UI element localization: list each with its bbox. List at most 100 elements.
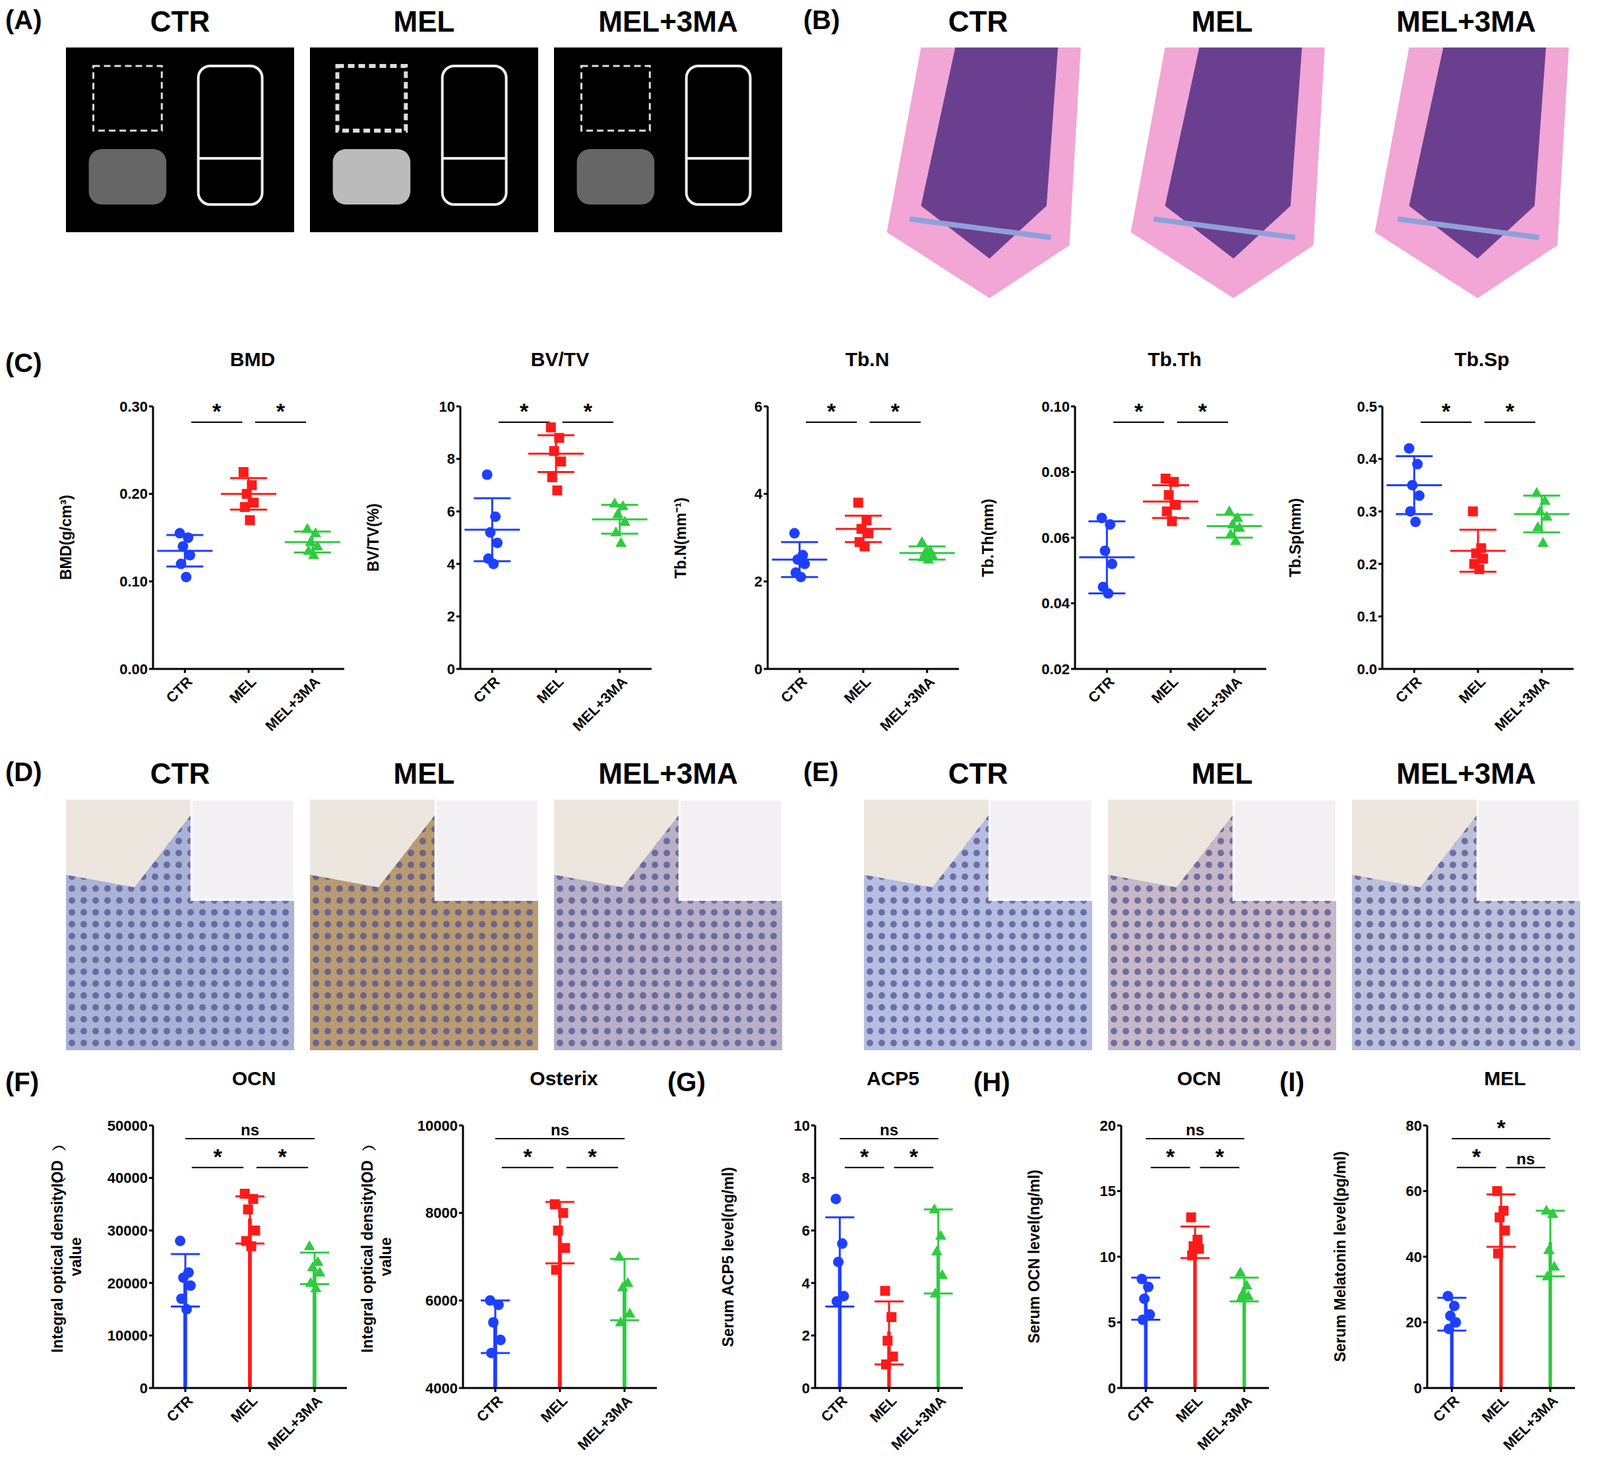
svg-text:0.02: 0.02 (1041, 660, 1070, 678)
svg-text:*: * (213, 1143, 223, 1169)
svg-text:CTR: CTR (777, 673, 811, 707)
svg-text:0: 0 (754, 660, 763, 678)
svg-text:CTR: CTR (1123, 1392, 1157, 1426)
svg-text:60: 60 (1406, 1182, 1422, 1200)
svg-text:MEL+3MA: MEL+3MA (1491, 673, 1553, 735)
svg-text:*: * (212, 398, 222, 424)
svg-text:CTR: CTR (162, 673, 196, 707)
svg-text:MEL+3MA: MEL+3MA (574, 1392, 636, 1454)
svg-text:6000: 6000 (425, 1292, 458, 1309)
svg-text:CTR: CTR (817, 1392, 851, 1426)
svg-text:10000: 10000 (417, 1117, 458, 1134)
svg-text:6: 6 (754, 398, 763, 415)
svg-text:0.0: 0.0 (1356, 660, 1378, 678)
svg-text:2: 2 (801, 1326, 810, 1344)
svg-text:*: * (277, 1143, 287, 1169)
svg-text:0.4: 0.4 (1356, 450, 1378, 467)
svg-text:CTR: CTR (1392, 673, 1426, 707)
svg-text:MEL: MEL (537, 1392, 572, 1426)
svg-text:MEL: MEL (533, 673, 568, 708)
svg-text:15: 15 (1100, 1182, 1116, 1200)
svg-text:*: * (1198, 398, 1208, 424)
svg-text:ns: ns (550, 1120, 570, 1139)
svg-text:CTR: CTR (473, 1392, 507, 1426)
svg-text:0: 0 (139, 1379, 148, 1397)
svg-text:2: 2 (754, 573, 763, 590)
svg-text:MEL+3MA: MEL+3MA (1499, 1392, 1562, 1454)
svg-text:*: * (909, 1143, 919, 1169)
svg-text:MEL: MEL (226, 673, 260, 708)
svg-text:ns: ns (1516, 1149, 1535, 1168)
svg-text:MEL+3MA: MEL+3MA (569, 673, 631, 735)
svg-text:0.30: 0.30 (119, 398, 148, 415)
svg-text:20: 20 (1100, 1117, 1116, 1134)
svg-text:20000: 20000 (107, 1274, 148, 1292)
svg-text:0: 0 (1414, 1379, 1422, 1397)
svg-text:8: 8 (801, 1169, 810, 1186)
svg-text:4: 4 (801, 1274, 811, 1292)
svg-text:MEL+3MA: MEL+3MA (887, 1392, 950, 1454)
svg-text:0.3: 0.3 (1356, 503, 1378, 520)
svg-text:MEL: MEL (840, 673, 875, 708)
svg-text:0: 0 (1107, 1379, 1116, 1397)
svg-text:50000: 50000 (107, 1117, 148, 1134)
svg-text:20: 20 (1406, 1313, 1422, 1331)
svg-text:8: 8 (447, 450, 456, 467)
svg-text:MEL+3MA: MEL+3MA (1193, 1392, 1256, 1454)
svg-text:*: * (1496, 1114, 1506, 1140)
svg-text:0.10: 0.10 (1041, 398, 1070, 415)
svg-text:0.1: 0.1 (1356, 608, 1378, 625)
svg-text:0.20: 0.20 (119, 485, 148, 502)
svg-text:ns: ns (1185, 1120, 1205, 1139)
svg-text:10000: 10000 (107, 1326, 148, 1344)
svg-text:*: * (1215, 1143, 1225, 1169)
svg-text:*: * (1472, 1143, 1482, 1169)
svg-text:5: 5 (1107, 1313, 1116, 1331)
svg-text:4: 4 (754, 485, 764, 502)
svg-text:ns: ns (240, 1120, 260, 1139)
svg-text:CTR: CTR (1429, 1392, 1463, 1426)
svg-text:*: * (1505, 398, 1515, 424)
svg-text:*: * (827, 398, 837, 424)
svg-text:*: * (1166, 1143, 1176, 1169)
svg-text:0.00: 0.00 (119, 660, 148, 678)
svg-text:MEL: MEL (1148, 673, 1182, 708)
svg-text:0.10: 0.10 (119, 573, 148, 590)
svg-text:MEL: MEL (1478, 1392, 1513, 1426)
svg-text:CTR: CTR (163, 1392, 197, 1426)
svg-text:MEL: MEL (1455, 673, 1490, 708)
svg-text:*: * (860, 1143, 870, 1169)
svg-text:CTR: CTR (1084, 673, 1118, 707)
svg-text:8000: 8000 (425, 1204, 458, 1221)
svg-text:40000: 40000 (107, 1169, 148, 1186)
svg-text:MEL+3MA: MEL+3MA (876, 673, 938, 735)
svg-text:CTR: CTR (470, 673, 504, 707)
svg-text:80: 80 (1406, 1117, 1422, 1134)
svg-text:30000: 30000 (107, 1222, 148, 1239)
svg-text:*: * (587, 1143, 597, 1169)
svg-text:6: 6 (801, 1222, 810, 1239)
svg-text:4: 4 (447, 555, 456, 573)
svg-text:*: * (523, 1143, 533, 1169)
svg-text:MEL+3MA: MEL+3MA (261, 673, 324, 735)
svg-text:MEL: MEL (866, 1392, 901, 1426)
svg-text:0.04: 0.04 (1041, 594, 1071, 612)
svg-text:10: 10 (794, 1117, 810, 1134)
svg-text:MEL+3MA: MEL+3MA (264, 1392, 326, 1454)
svg-text:*: * (519, 398, 529, 424)
svg-text:10: 10 (1100, 1248, 1116, 1265)
svg-text:0: 0 (447, 660, 456, 678)
svg-text:MEL: MEL (1172, 1392, 1207, 1426)
svg-text:*: * (891, 398, 901, 424)
svg-text:*: * (1134, 398, 1144, 424)
svg-text:0: 0 (801, 1379, 810, 1397)
svg-text:2: 2 (447, 608, 456, 625)
svg-text:*: * (276, 398, 286, 424)
svg-text:0.06: 0.06 (1041, 529, 1070, 547)
svg-text:ns: ns (879, 1120, 899, 1139)
svg-text:40: 40 (1406, 1248, 1422, 1265)
svg-text:*: * (583, 398, 593, 424)
svg-text:0.5: 0.5 (1356, 398, 1378, 415)
svg-text:0.08: 0.08 (1041, 463, 1070, 481)
svg-text:*: * (1441, 398, 1451, 424)
